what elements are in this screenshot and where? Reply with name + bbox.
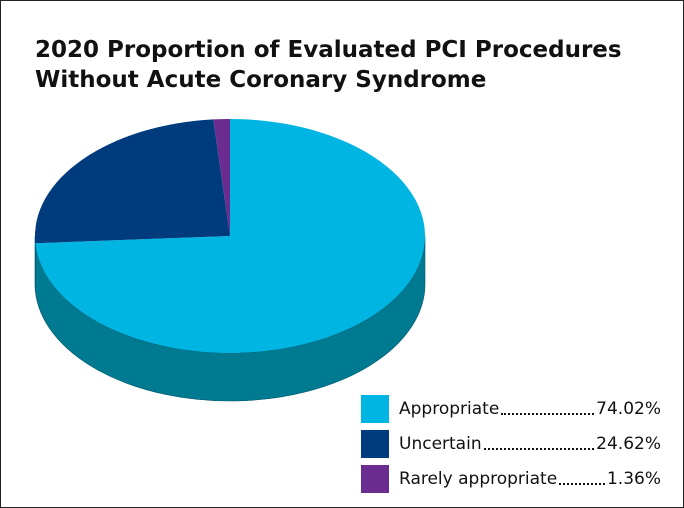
legend-value: 1.36% <box>606 469 661 489</box>
legend-item: Rarely appropriate 1.36% <box>361 464 661 494</box>
legend-label: Uncertain <box>399 434 482 454</box>
slice <box>213 119 230 236</box>
leader-dots <box>483 448 595 450</box>
chart-title: 2020 Proportion of Evaluated PCI Procedu… <box>35 35 622 95</box>
title-line: 2020 Proportion of Evaluated PCI Procedu… <box>35 37 622 63</box>
legend-item: Uncertain 24.62% <box>361 429 661 459</box>
legend-item: Appropriate 74.02% <box>361 394 661 424</box>
legend-swatch <box>361 430 389 458</box>
leader-dots <box>501 413 595 415</box>
slice <box>35 119 426 354</box>
legend-label: Appropriate <box>399 399 500 419</box>
legend-label: Rarely appropriate <box>399 469 558 489</box>
legend-value: 74.02% <box>596 399 661 419</box>
legend-swatch <box>361 465 389 493</box>
leader-dots <box>559 483 605 485</box>
title-line: Without Acute Coronary Syndrome <box>35 67 487 93</box>
legend-swatch <box>361 395 389 423</box>
legend-value: 24.62% <box>596 434 661 454</box>
slice <box>35 119 231 244</box>
